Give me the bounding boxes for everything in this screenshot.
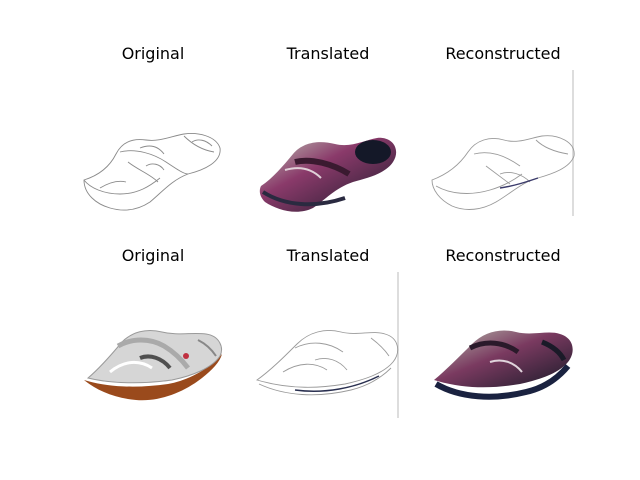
panel-title-r1c2: Translated — [286, 44, 370, 63]
panel-r1c2-translated-color — [255, 70, 401, 216]
panel-title-r1c1: Original — [121, 44, 185, 63]
sandal-sketch-image — [431, 70, 575, 216]
panel-title-r1c3: Reconstructed — [445, 44, 561, 63]
panel-r2c3-reconstructed-color — [430, 272, 576, 418]
sandal-sketch-image — [255, 272, 399, 418]
sandal-photo-image — [84, 329, 222, 401]
panel-r2c1-original-photo — [80, 272, 226, 418]
sandal-colorized-image — [434, 330, 573, 400]
panel-title-r2c3: Reconstructed — [445, 246, 561, 265]
sandal-colorized-image — [259, 137, 397, 212]
panel-r2c2-translated-sketch — [255, 272, 401, 418]
panel-r1c3-reconstructed-sketch — [430, 70, 576, 216]
panel-title-r2c1: Original — [121, 246, 185, 265]
panel-title-r2c2: Translated — [286, 246, 370, 265]
sandal-sketch-image — [83, 133, 221, 211]
panel-r1c1-original-sketch — [80, 70, 226, 216]
